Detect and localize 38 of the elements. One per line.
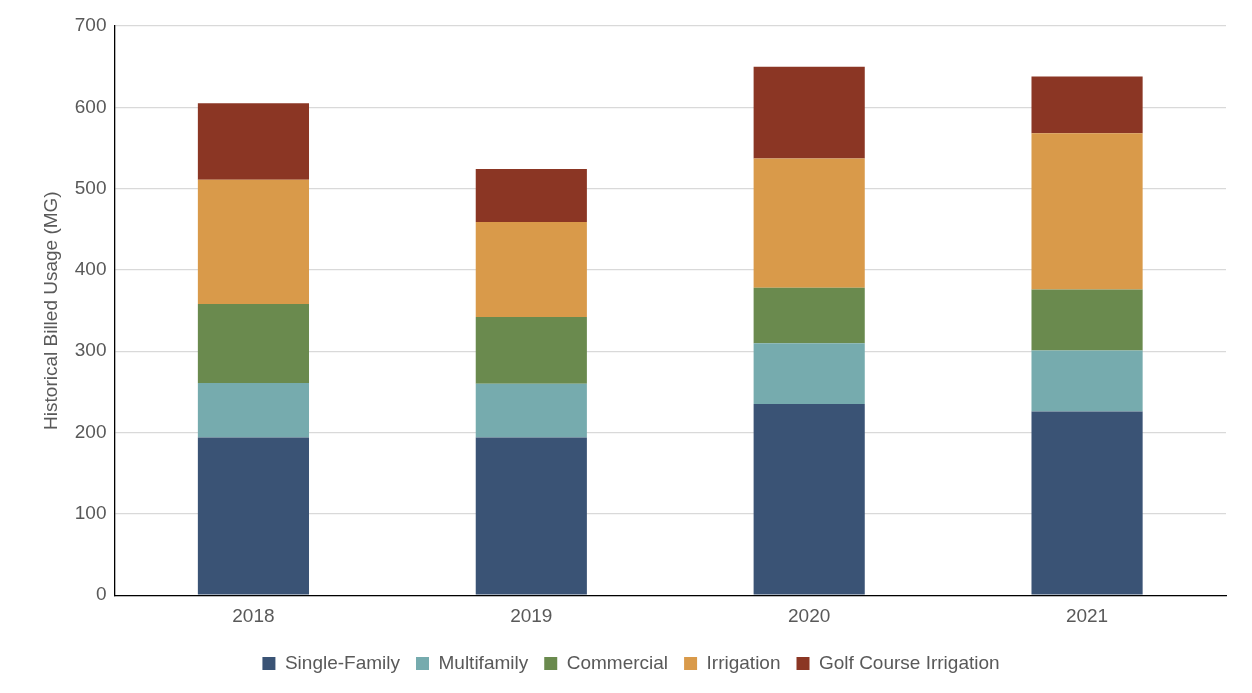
legend-label: Golf Course Irrigation	[819, 651, 1000, 673]
y-tick-label: 0	[95, 583, 107, 605]
bar	[197, 103, 310, 180]
bar	[197, 437, 310, 595]
y-tick-label: 500	[74, 176, 107, 198]
legend-label: Multifamily	[438, 651, 529, 673]
bar	[475, 221, 587, 318]
y-tick-label: 600	[74, 95, 107, 117]
bar	[1031, 76, 1143, 134]
y-tick-label: 300	[74, 339, 107, 361]
y-tick-label: 200	[74, 420, 107, 442]
bar	[1031, 133, 1143, 290]
x-tick-label: 2019	[510, 604, 553, 626]
x-tick-label: 2020	[788, 604, 831, 626]
bar	[475, 169, 587, 222]
bar	[197, 304, 310, 383]
bar	[197, 179, 310, 305]
bar	[1031, 350, 1143, 412]
bar	[753, 343, 865, 405]
y-tick-label: 100	[74, 502, 107, 524]
y-axis-title: Historical Billed Usage (MG)	[39, 191, 61, 430]
x-tick-label: 2018	[232, 604, 275, 626]
bar	[1031, 411, 1143, 595]
bar	[475, 317, 587, 384]
bar	[1031, 289, 1143, 351]
bar	[753, 404, 865, 595]
bar	[197, 382, 310, 438]
bar	[475, 383, 587, 438]
x-tick-label: 2021	[1065, 604, 1109, 626]
bar	[753, 66, 865, 159]
y-tick-label: 700	[74, 14, 107, 36]
legend-label: Single-Family	[284, 651, 401, 673]
bar	[475, 437, 587, 595]
y-tick-label: 400	[74, 258, 107, 280]
legend-label: Irrigation	[706, 651, 781, 673]
legend-label: Commercial	[566, 651, 669, 673]
bar	[753, 158, 865, 288]
bar	[753, 287, 865, 344]
